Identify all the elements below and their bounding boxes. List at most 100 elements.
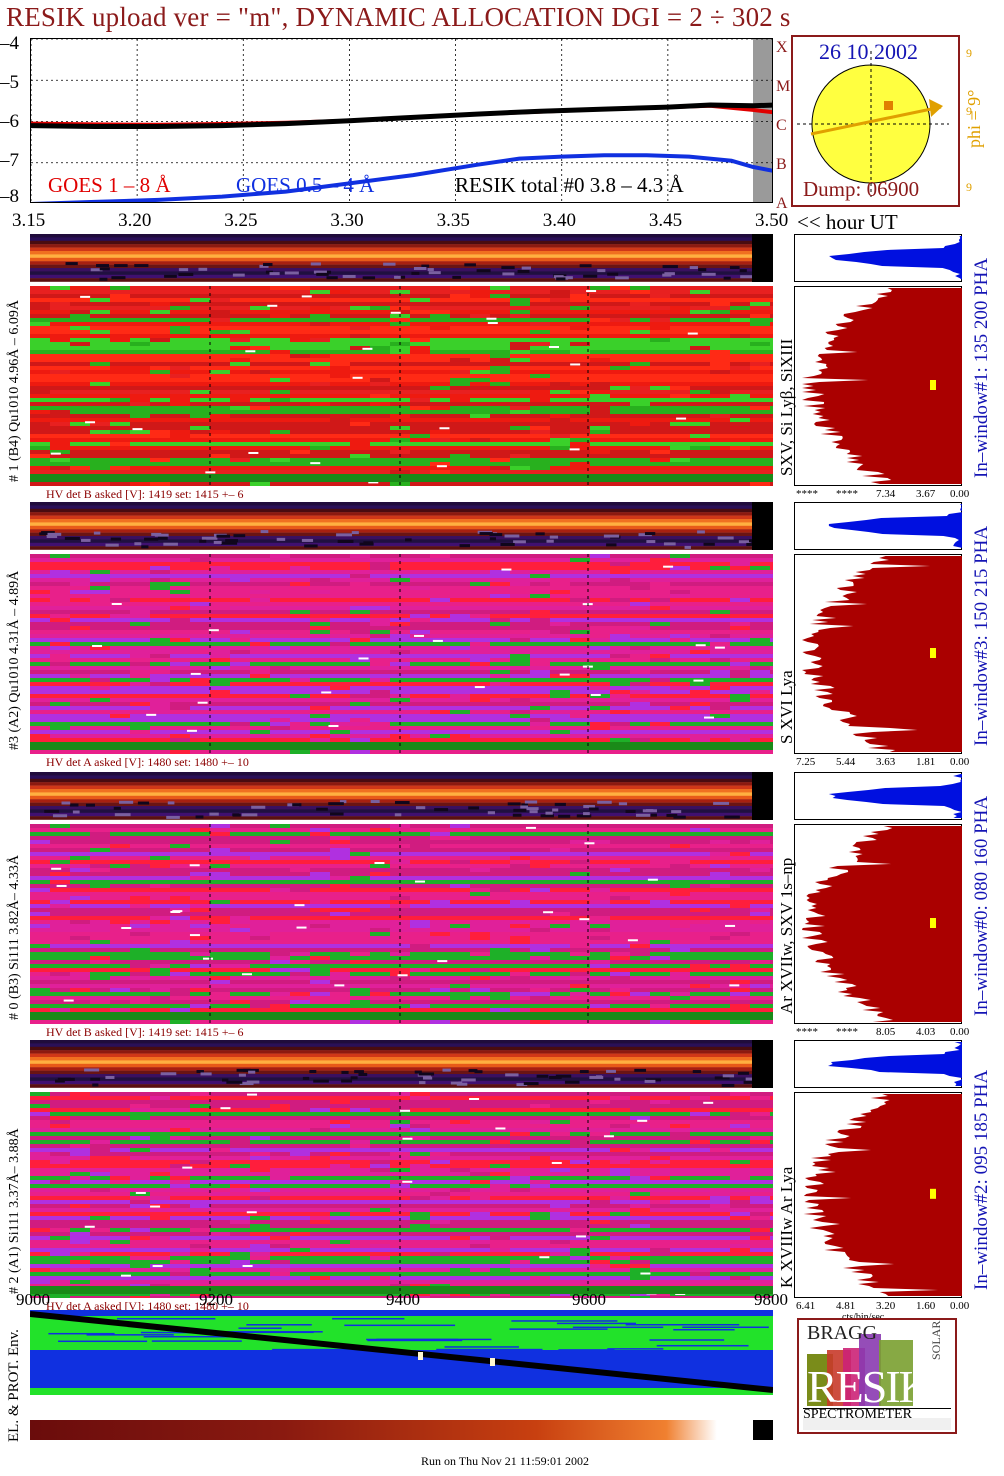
spectrogram-cell (610, 1224, 630, 1228)
header-noise (411, 271, 420, 275)
spectrogram-cell (650, 658, 670, 662)
spectrogram-spike (50, 452, 61, 455)
spectrogram-cell (490, 988, 510, 992)
spectrogram-spike (725, 924, 736, 927)
spectrogram-cell (590, 1108, 610, 1112)
spectrogram-cell (330, 836, 350, 840)
spectrogram-cell (30, 286, 50, 290)
spectrogram-cell (150, 1200, 170, 1204)
channel-3-wavelength-label: # 2 (A1) Si111 3.37Å– 3.88Å (7, 1128, 22, 1294)
spectrogram-cell (130, 896, 150, 900)
spectrogram-row (30, 1140, 773, 1144)
spectrogram-row (30, 582, 773, 586)
header-noise (698, 268, 707, 272)
env-streak (151, 1340, 242, 1342)
spectrogram-cell (550, 578, 570, 582)
header-noise (232, 813, 240, 817)
spectrogram-cell (610, 1212, 630, 1216)
spectrogram-cell (610, 686, 630, 690)
spectrogram-cell (670, 1132, 690, 1136)
spectrogram-cell (290, 968, 310, 972)
spectrogram-cell (550, 590, 570, 594)
spectrogram-cell (70, 864, 90, 868)
spectrogram-cell (710, 714, 730, 718)
spectrogram-cell (30, 590, 50, 594)
spectrogram-cell (130, 1236, 150, 1240)
spectrogram-cell (530, 390, 550, 394)
spectrogram-cell (370, 346, 390, 350)
spectrogram-cell (470, 888, 490, 892)
profile-axis-tick: **** (836, 488, 858, 500)
spectrogram-cell (310, 956, 330, 960)
spectrogram-cell (510, 1176, 530, 1180)
spectrogram-cell (370, 618, 390, 622)
header-noise (464, 263, 476, 267)
spectrogram-cell (430, 598, 450, 602)
spectrogram-spike (402, 1180, 413, 1183)
total-intensity-strip (30, 1420, 773, 1440)
spectrogram-cell (370, 402, 390, 406)
env-streak (625, 1323, 740, 1326)
spectrogram-cell (50, 1116, 70, 1120)
spectrogram-cell (130, 682, 150, 686)
spectrogram-cell (350, 750, 370, 754)
spectrogram-row (30, 1144, 773, 1148)
spectrogram-spike (85, 421, 96, 424)
bottom-x-tick-label: 9000 (16, 1290, 50, 1309)
channel-3-pha-plot (794, 1040, 962, 1088)
header-noise (414, 1070, 422, 1074)
spectrogram-cell (50, 338, 70, 342)
header-noise (521, 266, 531, 270)
spectrogram-row (30, 466, 773, 470)
spectrogram-cell (470, 1180, 490, 1184)
spectrogram-cell (650, 996, 670, 1000)
spectrogram-cell (230, 1220, 250, 1224)
spectrogram-cell (210, 964, 230, 968)
spectrogram-cell (430, 1160, 450, 1164)
header-noise (342, 274, 356, 278)
x-tick-label: 3.50 (755, 210, 789, 231)
spectrogram-cell (450, 378, 470, 382)
header-row (30, 816, 752, 820)
spectrogram-cell (110, 466, 130, 470)
spectrogram-cell (550, 630, 570, 634)
header-noise (428, 271, 441, 275)
header-noise (96, 264, 109, 268)
spectrogram-cell (490, 1008, 510, 1012)
spectrogram-cell (210, 848, 230, 852)
spectrogram-cell (230, 662, 250, 666)
spectrogram-cell (290, 614, 310, 618)
sun-position-panel: 26 10 2002 Dump: 06900 (791, 35, 960, 207)
spectrogram-spike (248, 451, 259, 454)
spectrogram-cell (350, 318, 370, 322)
spectrogram-row (30, 868, 773, 872)
spectrogram-cell (690, 1276, 710, 1280)
spectrogram-cell (290, 402, 310, 406)
header-noise (222, 1078, 229, 1082)
spectrogram-row (30, 836, 773, 840)
spectrogram-cell (30, 390, 50, 394)
spectrogram-cell (750, 482, 770, 486)
header-noise (697, 530, 705, 534)
pha-svg (794, 234, 962, 282)
spectrogram-cell (710, 370, 730, 374)
spectrogram-cell (130, 414, 150, 418)
spectrogram-cell (290, 1232, 310, 1236)
spectrogram-cell (170, 976, 190, 980)
spectrogram-row (30, 702, 773, 706)
spectrogram-row (30, 840, 773, 844)
spectrogram-cell (210, 654, 230, 658)
header-row (30, 251, 752, 255)
spectrogram-spike (647, 878, 658, 881)
spectrogram-cell (430, 1220, 450, 1224)
spectrogram-cell (490, 622, 510, 626)
spectrogram-cell (250, 1152, 270, 1156)
spectrogram-cell (470, 936, 490, 940)
spectrogram-cell (50, 302, 70, 306)
spectrogram-cell (550, 290, 570, 294)
spectrogram-cell (170, 622, 190, 626)
spectrogram-cell (390, 290, 410, 294)
spectrogram-cell (170, 626, 190, 630)
spectrogram-cell (470, 1244, 490, 1248)
spectrogram-cell (330, 418, 350, 422)
